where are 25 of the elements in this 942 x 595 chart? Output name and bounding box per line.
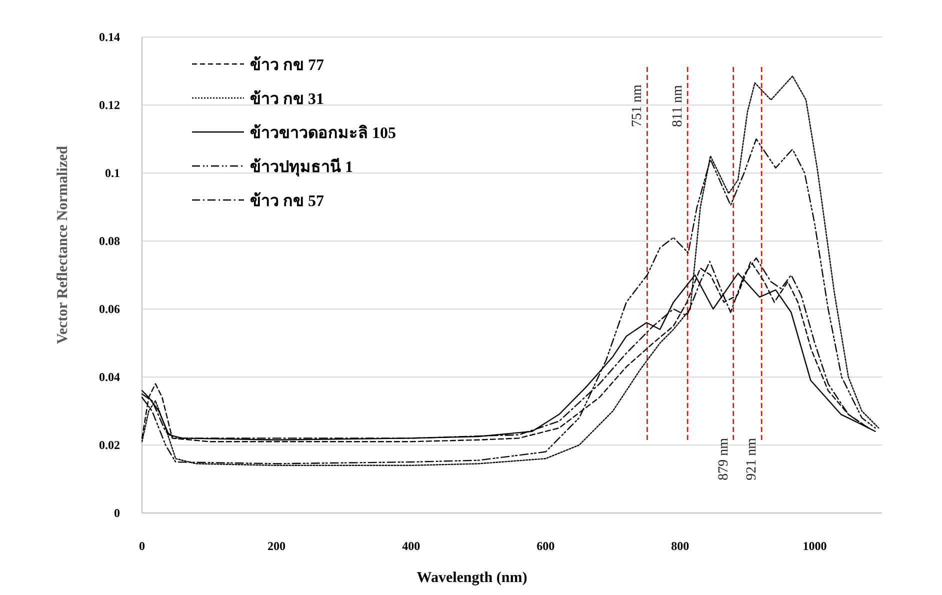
y-tick-label: 0.02 — [99, 438, 120, 452]
x-tick-label: 800 — [671, 539, 690, 553]
legend-label: ข้าว กข 77 — [250, 56, 324, 74]
legend-label: ข้าว กข 31 — [250, 90, 324, 108]
x-tick-label: 200 — [268, 539, 286, 553]
legend-label: ข้าวปทุมธานี 1 — [250, 157, 353, 177]
x-tick-label: 600 — [536, 539, 555, 553]
y-tick-label: 0.06 — [99, 302, 120, 316]
ref-line-label: 751 nm — [630, 84, 646, 127]
legend-label: ข้าว กข 57 — [250, 192, 324, 210]
y-tick-label: 0.04 — [99, 370, 120, 384]
x-tick-label: 1000 — [802, 539, 827, 553]
y-tick-label: 0.12 — [99, 98, 120, 112]
x-tick-label: 0 — [139, 539, 145, 553]
ref-line-label: 811 nm — [670, 85, 686, 127]
x-tick-label: 400 — [402, 539, 420, 553]
y-tick-label: 0.14 — [99, 30, 120, 44]
ref-line-label: 879 nm — [716, 438, 732, 480]
y-axis-title: Vector Reflectance Normalized — [55, 145, 71, 344]
x-axis-title: Wavelength (nm) — [416, 570, 528, 586]
legend-label: ข้าวขาวดอกมะลิ 105 — [250, 124, 396, 142]
y-tick-label: 0.1 — [105, 166, 120, 180]
ref-line-label: 921 nm — [744, 438, 760, 480]
y-tick-label: 0 — [114, 506, 120, 520]
y-tick-label: 0.08 — [99, 234, 120, 248]
